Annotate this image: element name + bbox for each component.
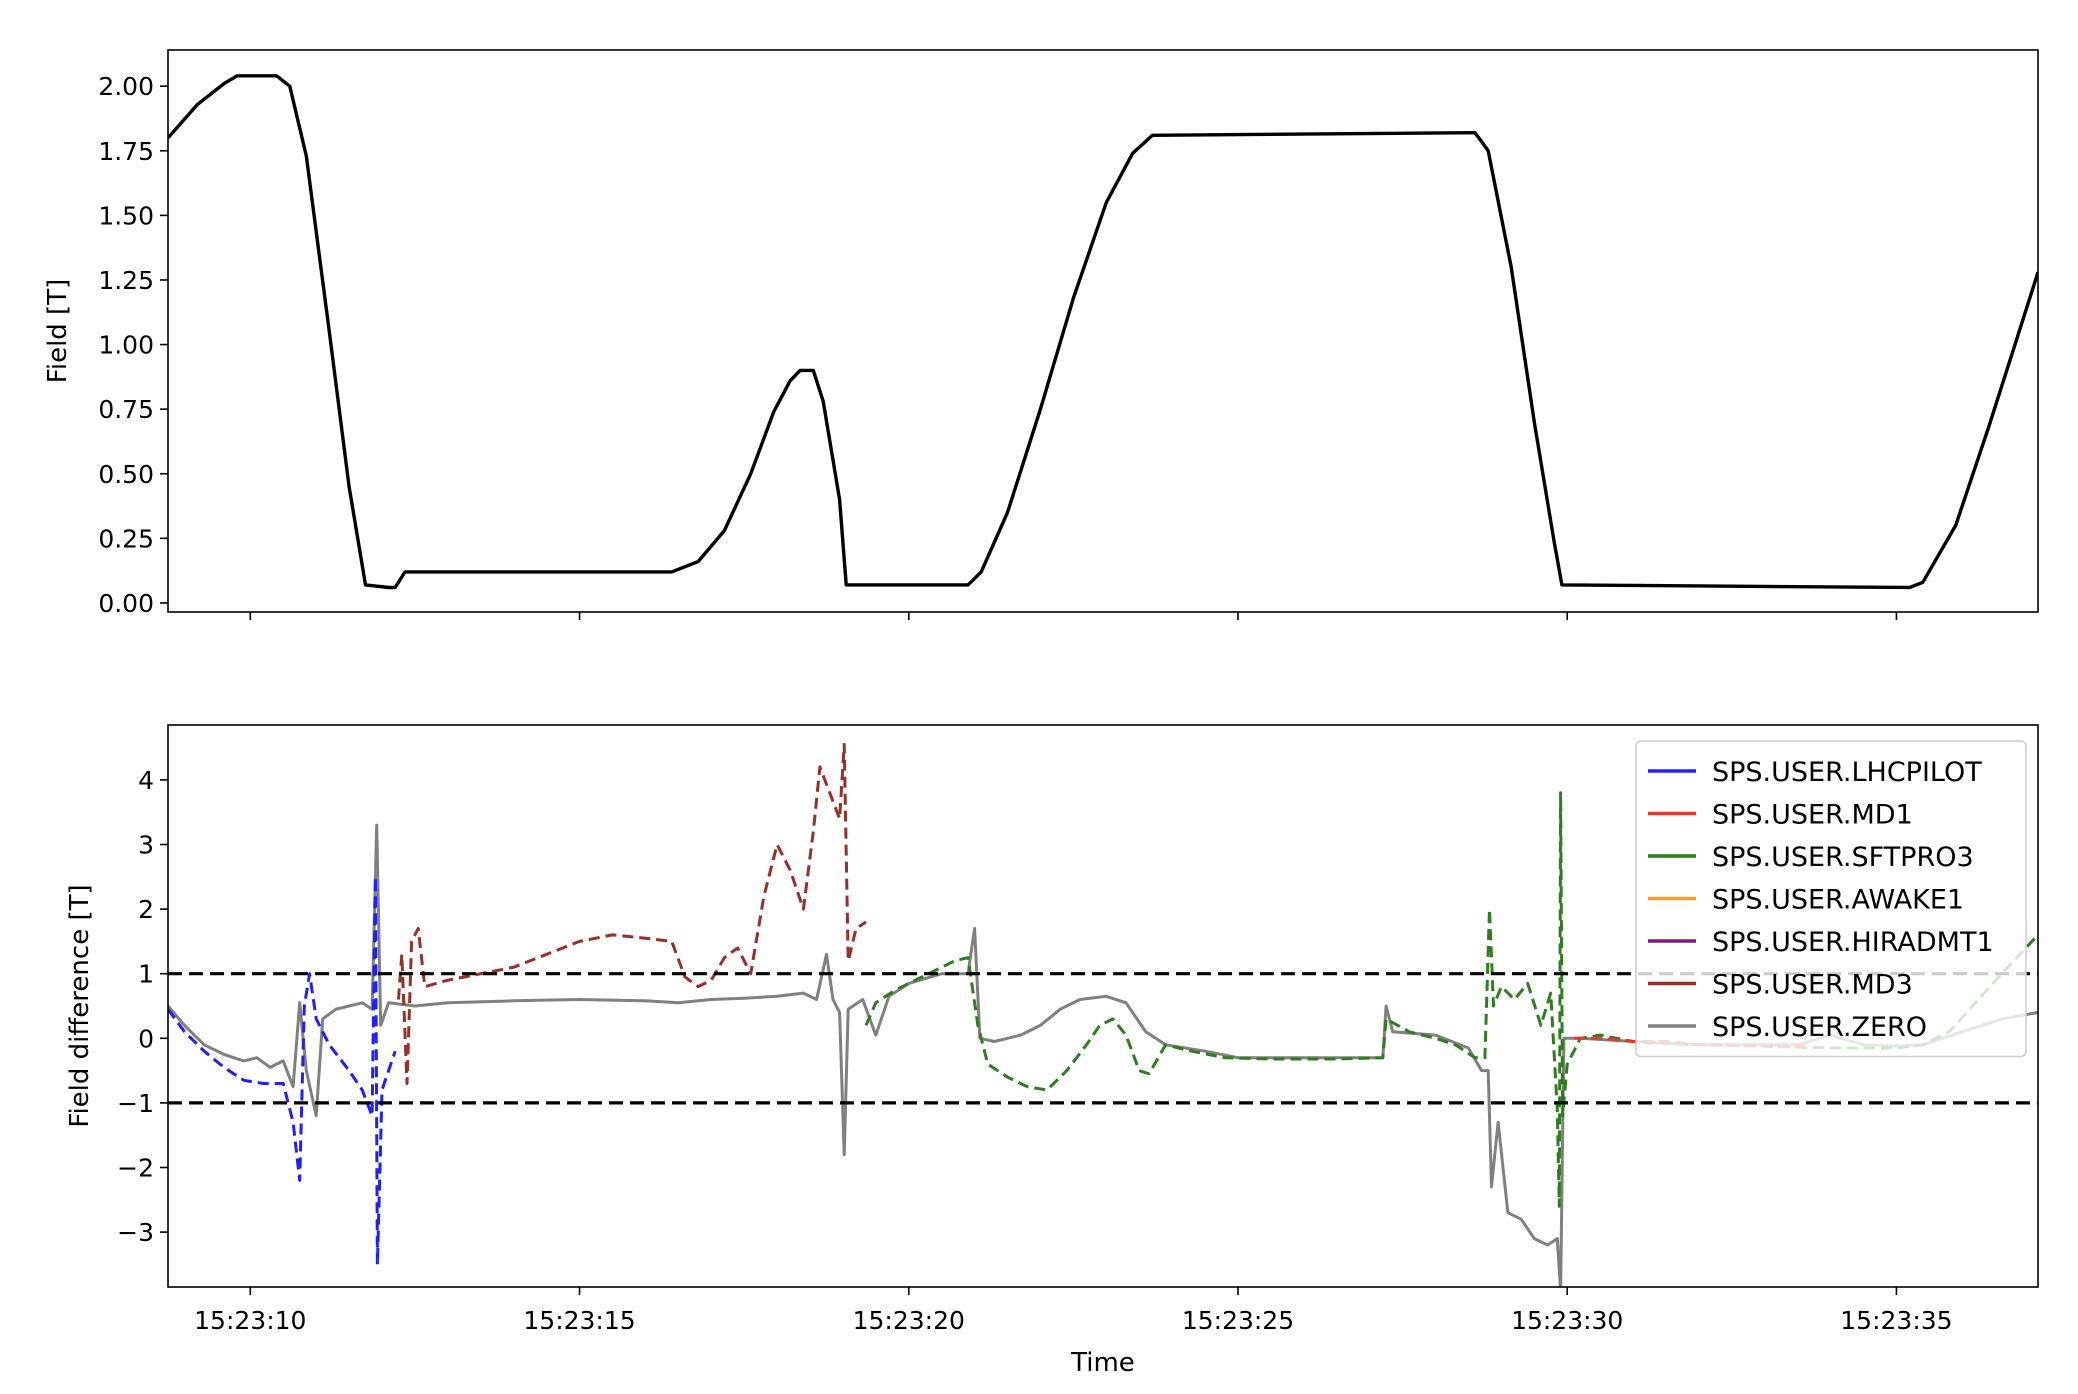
field-y-axis-label: Field [T]	[43, 279, 73, 383]
series-line-sps-user-md3	[397, 742, 867, 1085]
field-y-tick-label: 1.25	[98, 266, 154, 295]
time-x-ticks: 15:23:10 15:23:15 15:23:20 15:23:25 15:23:30…	[194, 1287, 1953, 1335]
field-y-tick-label: 2.00	[98, 72, 154, 101]
time-x-axis-label: Time	[1070, 1348, 1135, 1378]
time-x-tick-label: 15:23:30	[1511, 1306, 1623, 1335]
field-y-ticks: 0.00 0.25 0.50 0.75 1.00 1.25 1.50 1.75 2.00	[98, 72, 168, 618]
field-y-tick-label: 0.50	[98, 460, 154, 489]
time-x-tick-label: 15:23:35	[1840, 1306, 1952, 1335]
field-y-tick-label: 1.50	[98, 201, 154, 230]
legend-label: SPS.USER.AWAKE1	[1712, 885, 1964, 916]
field-difference-plot-frame	[167, 724, 2039, 1288]
field-difference-y-tick-label: 1	[138, 960, 154, 989]
field-difference-y-axis-label: Field difference [T]	[65, 884, 95, 1127]
legend-label: SPS.USER.LHCPILOT	[1712, 757, 1982, 788]
field-y-tick-label: 0.25	[98, 524, 154, 553]
legend-label: SPS.USER.MD3	[1712, 970, 1913, 1001]
field-difference-y-tick-label: 0	[138, 1024, 154, 1053]
time-x-tick-label: 15:23:20	[853, 1306, 965, 1335]
legend-label: SPS.USER.HIRADMT1	[1712, 927, 1994, 958]
field-difference-y-ticks: −3 −2 −1 0 1 2 3 4	[117, 766, 168, 1247]
field-plot-frame	[167, 49, 2039, 613]
field-panel: 0.00 0.25 0.50 0.75 1.00 1.25 1.50 1.75 2.00 Fie…	[43, 49, 2039, 620]
field-y-tick-label: 0.75	[98, 395, 154, 424]
series-line-sps-user-lhcpilot	[168, 875, 397, 1266]
field-difference-y-tick-label: −2	[117, 1153, 154, 1182]
field-difference-y-tick-label: −1	[117, 1089, 154, 1118]
field-y-tick-label: 1.75	[98, 137, 154, 166]
field-y-tick-label: 0.00	[98, 589, 154, 618]
legend-box	[1635, 740, 2027, 1058]
time-x-tick-label: 15:23:15	[523, 1306, 635, 1335]
legend: SPS.USER.LHCPILOT SPS.USER.MD1 SPS.USER.SF…	[1635, 740, 2027, 1058]
field-difference-y-tick-label: 3	[138, 831, 154, 860]
legend-label: SPS.USER.ZERO	[1712, 1012, 1927, 1043]
legend-label: SPS.USER.SFTPRO3	[1712, 842, 1974, 873]
field-plot-area	[168, 74, 2038, 590]
legend-label: SPS.USER.MD1	[1712, 800, 1913, 831]
field-difference-y-tick-label: 4	[138, 766, 154, 795]
field-difference-y-tick-label: 2	[138, 895, 154, 924]
field-x-ticks	[249, 612, 1898, 620]
field-difference-y-tick-label: −3	[117, 1218, 154, 1247]
field-y-tick-label: 1.00	[98, 331, 154, 360]
time-x-tick-label: 15:23:25	[1182, 1306, 1294, 1335]
field-series-line	[168, 74, 2038, 590]
time-x-tick-label: 15:23:10	[194, 1306, 306, 1335]
